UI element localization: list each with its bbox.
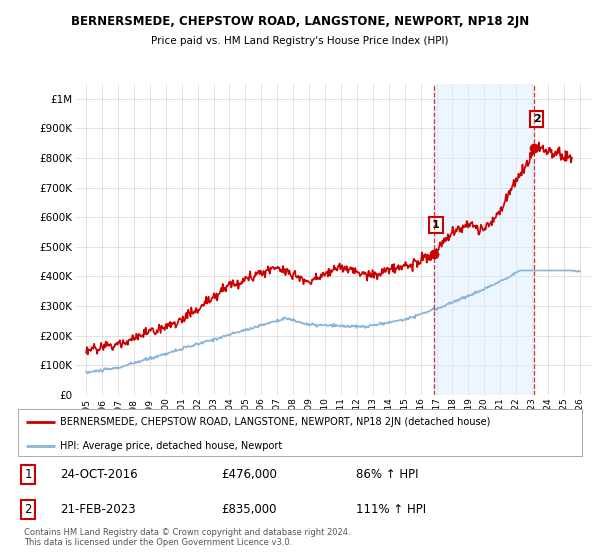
Text: 24-OCT-2016: 24-OCT-2016 xyxy=(60,468,138,481)
Bar xyxy=(434,84,534,395)
Text: 2: 2 xyxy=(533,114,541,124)
Text: £835,000: £835,000 xyxy=(221,502,277,516)
Text: HPI: Average price, detached house, Newport: HPI: Average price, detached house, Newp… xyxy=(60,441,283,451)
Text: 21-FEB-2023: 21-FEB-2023 xyxy=(60,502,136,516)
Text: 86% ↑ HPI: 86% ↑ HPI xyxy=(356,468,419,481)
Text: BERNERSMEDE, CHEPSTOW ROAD, LANGSTONE, NEWPORT, NP18 2JN: BERNERSMEDE, CHEPSTOW ROAD, LANGSTONE, N… xyxy=(71,15,529,27)
Text: £476,000: £476,000 xyxy=(221,468,277,481)
Text: 111% ↑ HPI: 111% ↑ HPI xyxy=(356,502,427,516)
Text: 1: 1 xyxy=(25,468,32,481)
Text: 1: 1 xyxy=(432,220,440,230)
Text: BERNERSMEDE, CHEPSTOW ROAD, LANGSTONE, NEWPORT, NP18 2JN (detached house): BERNERSMEDE, CHEPSTOW ROAD, LANGSTONE, N… xyxy=(60,417,491,427)
Text: Price paid vs. HM Land Registry's House Price Index (HPI): Price paid vs. HM Land Registry's House … xyxy=(151,36,449,46)
Text: Contains HM Land Registry data © Crown copyright and database right 2024.
This d: Contains HM Land Registry data © Crown c… xyxy=(24,528,350,547)
Text: 2: 2 xyxy=(25,502,32,516)
